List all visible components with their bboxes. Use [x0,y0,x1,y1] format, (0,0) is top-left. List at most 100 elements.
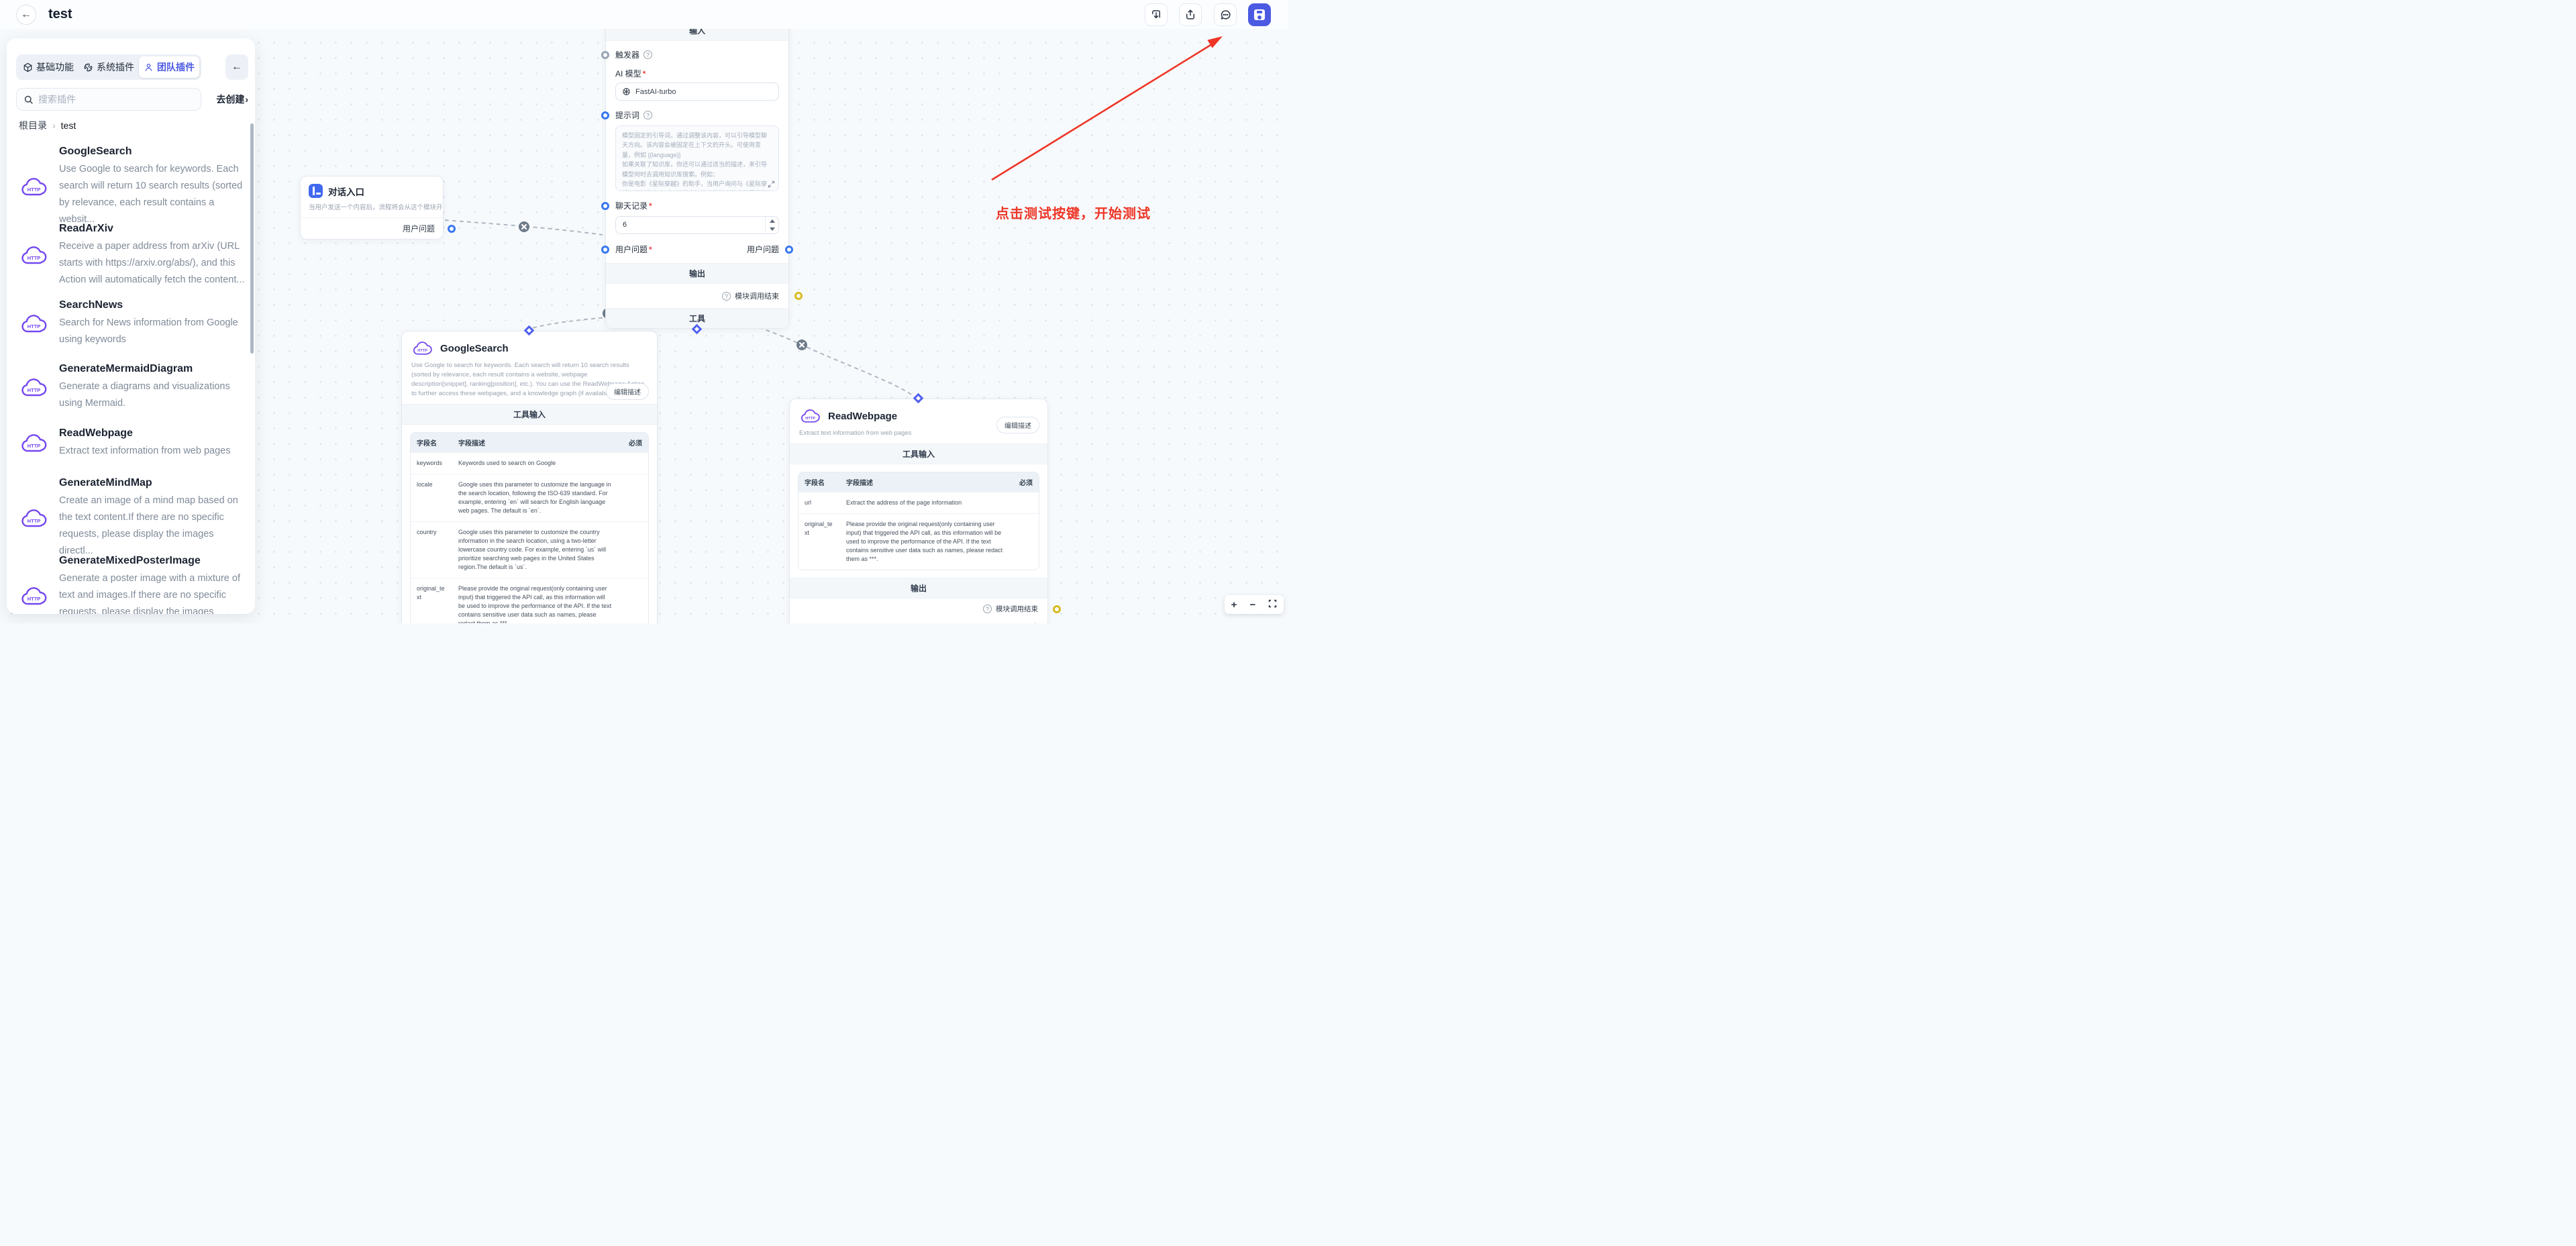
chat-entry-node[interactable]: 对话入口 当用户发送一个内容后，流程将会从这个模块开始执行。 用户问题 [300,176,456,240]
module-end-label: 模块调用结束 [735,293,779,301]
chat-entry-icon [309,184,323,198]
module-end-handle[interactable] [1053,605,1061,613]
save-icon [1254,9,1265,20]
search-input[interactable] [38,94,179,105]
tab-team-plugins[interactable]: 团队插件 [139,56,199,78]
zoom-in-button[interactable]: + [1231,599,1237,611]
svg-text:HTTP: HTTP [805,417,815,421]
question-input-handle[interactable] [601,245,609,254]
export-button[interactable] [1179,3,1202,26]
plugin-item-generatemindmap[interactable]: HTTP GenerateMindMap Create an image of … [7,477,255,560]
webpage-node-title: ReadWebpage [828,411,898,422]
model-label: AI 模型 [615,68,646,79]
expand-icon[interactable] [768,180,775,188]
col-field-name: 字段名 [805,480,825,487]
cube-icon [23,62,32,72]
breadcrumb-current: test [60,120,76,131]
trigger-label: 触发器 [615,50,640,60]
edit-description-button[interactable]: 编辑描述 [606,383,649,400]
table-row: original_text Please provide the origina… [411,578,648,623]
trigger-input-handle[interactable] [601,50,609,59]
back-button[interactable]: ← [16,5,36,25]
ai-node-output-header: 输出 [606,263,788,284]
svg-text:HTTP: HTTP [28,518,41,524]
table-row: locale Google uses this parameter to cus… [411,474,648,521]
test-chat-button[interactable] [1214,3,1237,26]
history-label: 聊天记录 [615,200,652,211]
history-input-handle[interactable] [601,201,609,210]
model-value: FastAI-turbo [635,87,676,96]
prompt-textarea[interactable]: 模型固定的引导词，通过调整该内容，可以引导模型聊天方向。该内容会被固定在上下文的… [615,125,779,191]
openai-logo-icon [623,88,630,95]
question-output-label: 用户问题 [746,245,779,254]
plugin-item-readwebpage[interactable]: HTTP ReadWebpage Extract text informatio… [7,427,255,460]
svg-text:HTTP: HTTP [28,443,41,449]
svg-text:HTTP: HTTP [28,187,41,193]
stepper-up-icon[interactable] [766,217,778,225]
http-cloud-icon: HTTP [19,431,50,456]
plugin-item-readarxiv[interactable]: HTTP ReadArXiv Receive a paper address f… [7,223,255,289]
edit-description-button[interactable]: 编辑描述 [996,417,1039,433]
plugin-item-googlesearch[interactable]: HTTP GoogleSearch Use Google to search f… [7,146,255,228]
ai-chat-node[interactable]: 输入 触发器 AI 模型 FastAI-turbo 提示词 [601,20,803,335]
history-number-input[interactable]: 6 [615,216,779,234]
workflow-editor: 输入 触发器 AI 模型 FastAI-turbo 提示词 [0,0,1288,623]
tab-system-plugins[interactable]: 系统插件 [79,56,139,78]
http-cloud-icon: HTTP [19,244,50,268]
question-output-handle[interactable] [785,245,793,254]
plugin-item-generatemermaiddiagram[interactable]: HTTP GenerateMermaidDiagram Generate a d… [7,363,255,412]
http-cloud-icon: HTTP [19,507,50,531]
collapse-panel-button[interactable]: ← [225,54,248,80]
google-node-title: GoogleSearch [440,343,509,354]
webpage-fields-table: 字段名 字段描述 必须 url Extract the address of t… [798,472,1039,570]
chat-bubble-icon [1221,9,1231,19]
webpage-tool-input-header: 工具输入 [790,444,1047,464]
result-output-label: result [1021,622,1038,623]
go-create-link[interactable]: 去创建› [216,94,248,105]
table-row: original_text Please provide the origina… [798,513,1039,570]
table-row: url Extract the address of the page info… [798,492,1039,513]
panel-scrollbar[interactable] [250,123,254,354]
model-select[interactable]: FastAI-turbo [615,83,779,101]
fit-view-icon [1269,599,1277,608]
entry-node-title: 对话入口 [328,187,364,197]
plugin-item-searchnews[interactable]: HTTP SearchNews Search for News informat… [7,299,255,348]
help-icon [643,111,653,119]
zoom-out-button[interactable]: − [1249,599,1256,611]
http-cloud-icon: HTTP [19,376,50,400]
stepper-down-icon[interactable] [766,225,778,234]
prompt-placeholder: 模型固定的引导词，通过调整该内容，可以引导模型聊天方向。该内容会被固定在上下文的… [622,132,768,191]
puzzle-icon [84,63,93,71]
import-icon [1152,10,1160,19]
history-value: 6 [623,221,627,229]
help-icon [722,291,731,301]
prompt-input-handle[interactable] [601,111,609,119]
col-required: 必须 [629,440,642,448]
module-end-label: 模块调用结束 [996,605,1038,613]
plugin-item-generatemixedposterimage[interactable]: HTTP GenerateMixedPosterImage Generate a… [7,555,255,614]
canvas-zoom-toolbar: + − [1225,595,1284,614]
person-icon [145,63,152,71]
read-webpage-node[interactable]: HTTP ReadWebpage Extract text informatio… [789,393,1061,623]
plugin-search[interactable] [16,88,201,111]
breadcrumb-root[interactable]: 根目录 [19,120,47,131]
chevron-right-icon: › [52,120,56,131]
entry-output-handle[interactable] [448,224,456,233]
col-field-desc: 字段描述 [458,440,485,448]
entry-node-desc: 当用户发送一个内容后，流程将会从这个模块开始执行。 [309,204,443,211]
top-bar: ← test [0,0,1288,29]
plugin-panel: 基础功能 系统插件 团队插件 ← [7,38,255,614]
tab-basic-functions[interactable]: 基础功能 [18,56,79,78]
module-end-handle[interactable] [794,292,803,300]
workflow-title: test [48,7,72,21]
question-label: 用户问题 [615,244,652,255]
fit-view-button[interactable] [1268,599,1277,610]
save-button[interactable] [1248,3,1271,26]
svg-text:HTTP: HTTP [28,596,41,602]
number-stepper[interactable] [765,217,778,233]
google-tool-input-header: 工具输入 [402,404,657,425]
breadcrumb: 根目录 › test [19,119,76,132]
help-icon [643,50,653,59]
google-search-node[interactable]: HTTP GoogleSearch Use Google to search f… [401,325,658,623]
import-button[interactable] [1145,3,1168,26]
